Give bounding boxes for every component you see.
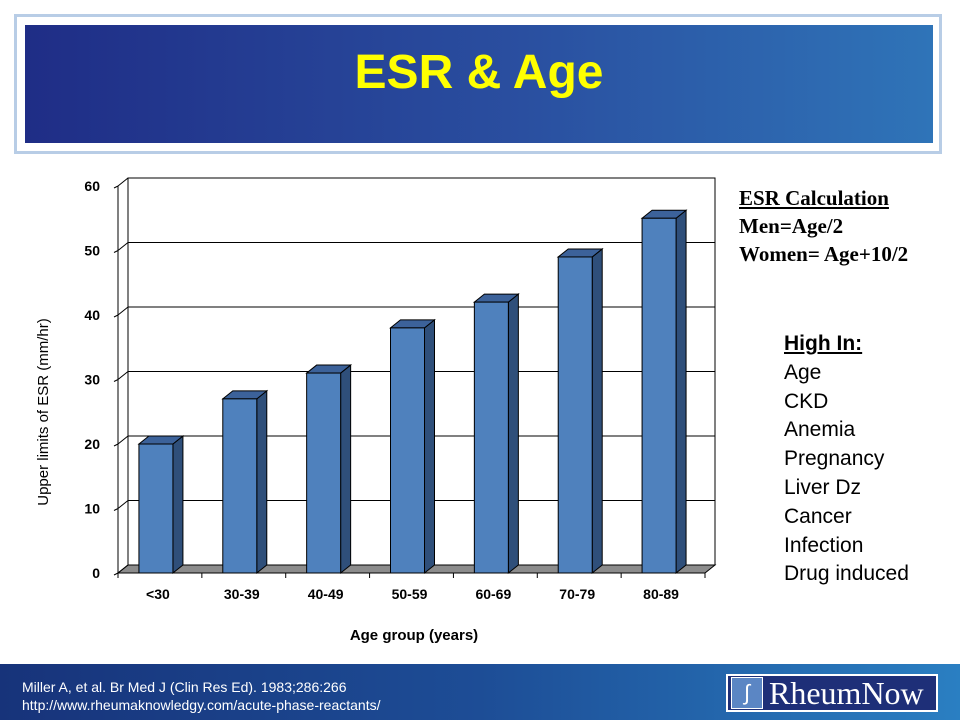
rheumnow-logo: ∫ RheumNow [726,674,938,712]
bar [473,301,509,574]
x-tick-label: 60-69 [475,586,511,602]
y-tick-label: 0 [92,565,100,581]
high-in-list: High In: Age CKD Anemia Pregnancy Liver … [784,330,909,589]
logo-text: RheumNow [769,674,924,711]
bar [138,443,174,574]
gridline-side [117,177,129,187]
x-tick-label: 80-89 [643,586,679,602]
calc-men: Men=Age/2 [739,214,844,238]
high-in-heading: High In: [784,332,863,355]
list-item: Cancer [784,504,852,528]
x-tick-label: 40-49 [308,586,344,602]
bar-side [424,318,435,575]
bar-side [675,209,687,575]
y-tick [113,443,119,447]
calc-heading: ESR Calculation [739,186,889,210]
slide-title: ESR & Age [354,46,604,99]
esr-calculation: ESR Calculation Men=Age/2 Women= Age+10/… [739,184,908,268]
y-tick [113,508,119,511]
y-tick-label: 20 [84,436,100,452]
y-tick-label: 30 [84,372,100,388]
bar-side [507,293,519,575]
list-item: Liver Dz [784,475,862,499]
list-item: Infection [784,533,864,557]
y-tick-label: 60 [84,178,100,194]
y-tick-label: 40 [84,307,100,323]
gridline-side [117,242,129,251]
x-tick-label: 50-59 [392,586,428,602]
x-tick-label: <30 [146,586,170,602]
source-url: http://www.rheumaknowledgy.com/acute-pha… [22,697,381,713]
gridline-side [117,435,129,445]
y-tick [113,379,119,382]
title-banner: ESR & Age [14,14,942,154]
footer: Miller A, et al. Br Med J (Clin Res Ed).… [0,664,960,720]
gridline-side [117,564,129,574]
x-axis-label: Age group (years) [350,627,478,644]
citation: Miller A, et al. Br Med J (Clin Res Ed).… [22,678,380,714]
list-item: Drug induced [784,562,909,586]
esr-age-bar-chart: 0 10 20 30 40 50 60 <30 30-39 40-49 50-59 60-69 70-7… [35,177,717,644]
list-item: Anemia [784,418,856,442]
bar [306,372,342,574]
bar-side [340,364,352,575]
bar [641,217,677,574]
calc-women: Women= Age+10/2 [739,242,909,266]
y-tick [113,572,119,576]
bar-side [591,247,603,575]
y-tick-label: 10 [84,501,100,517]
gridline-side [117,371,129,380]
bar-side [256,389,268,575]
y-tick [113,185,119,189]
list-item: Pregnancy [784,447,885,471]
list-item: CKD [784,389,829,413]
x-tick-label: 30-39 [224,586,260,602]
bar [222,398,258,574]
bar-side [172,434,184,575]
bar [390,327,425,574]
y-tick [113,314,119,318]
gridline-side [117,306,129,316]
y-tick-label: 50 [84,243,100,259]
y-tick [113,250,119,253]
list-item: Age [784,360,822,384]
logo-figure-icon: ∫ [731,677,763,709]
bar [557,256,593,574]
y-axis-label: Upper limits of ESR (mm/hr) [35,318,52,506]
citation-text: Miller A, et al. Br Med J (Clin Res Ed).… [22,679,347,695]
gridline-side [117,500,129,509]
x-tick-label: 70-79 [559,586,595,602]
